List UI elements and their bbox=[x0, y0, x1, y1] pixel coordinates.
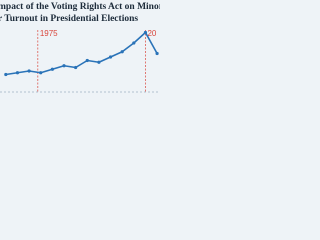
point bbox=[62, 64, 66, 68]
point bbox=[27, 69, 31, 73]
point bbox=[97, 60, 101, 64]
point bbox=[50, 67, 54, 71]
chart-subtitle: r Turnout in Presidential Elections bbox=[0, 14, 138, 24]
point bbox=[39, 71, 43, 75]
line-series bbox=[5, 31, 158, 76]
point bbox=[108, 55, 113, 59]
point bbox=[85, 58, 89, 63]
chart: mpact of the Voting Rights Act on Minori… bbox=[0, 0, 160, 106]
chart-title: mpact of the Voting Rights Act on Minori… bbox=[0, 2, 160, 12]
point bbox=[120, 50, 124, 54]
annotation-text: 20 bbox=[147, 29, 156, 38]
point bbox=[132, 41, 136, 45]
point bbox=[15, 71, 20, 75]
point bbox=[143, 30, 148, 35]
background bbox=[0, 0, 160, 106]
point bbox=[4, 72, 8, 77]
point bbox=[74, 65, 78, 70]
point bbox=[155, 51, 159, 56]
annotation-text: 1975 bbox=[40, 29, 58, 38]
